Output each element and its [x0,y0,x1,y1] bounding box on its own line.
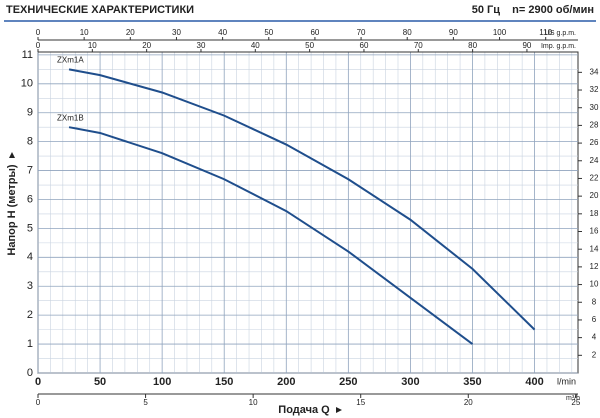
top-axis-tick-label: 10 [88,41,97,50]
y-tick-label: 10 [21,78,33,90]
y2-tick-label: 14 [590,244,599,253]
speed: n= 2900 об/мин [512,4,594,16]
x-label: Подача Q [278,404,330,416]
top-axis-tick-label: 20 [142,41,151,50]
y2-tick-label: 30 [590,103,599,112]
top-axis-tick-label: 70 [357,28,366,37]
x-tick-label: 150 [215,376,233,388]
bottom-axis2-tick-label: 0 [36,398,41,407]
top-axis-tick-label: 40 [218,28,227,37]
y-tick-label: 8 [27,136,33,148]
y2-tick-label: 2 [592,350,597,359]
x-tick-label: 50 [94,376,106,388]
y-tick-label: 9 [27,107,33,119]
y-tick-label: 2 [27,309,33,321]
top-axis-tick-label: 110 [539,28,552,37]
y2-tick-label: 28 [590,121,599,130]
y2-tick-label: 8 [592,297,597,306]
y-label: Напор H (метры) [6,164,18,255]
bottom-axis2-tick-label: 10 [249,398,258,407]
y2-tick-label: 4 [592,333,597,342]
y-tick-label: 3 [27,280,33,292]
top-axis-tick-label: 80 [468,41,477,50]
x-tick-label: 0 [35,376,41,388]
y-tick-label: 5 [27,222,33,234]
y2-tick-label: 12 [590,262,599,271]
x-tick-label: 400 [525,376,543,388]
plot-area [37,51,579,374]
bottom-axis2-tick-label: 15 [356,398,365,407]
top-axis-tick-label: 20 [126,28,135,37]
bottom-axis2-tick-label: 5 [143,398,148,407]
top-axis-tick-label: 10 [80,28,89,37]
top-axis-tick-label: 50 [264,28,273,37]
top-axis-label: US g.p.m. [545,30,576,37]
top-axis-tick-label: 0 [36,41,41,50]
x-tick-label: 200 [277,376,295,388]
top-axis-tick-label: 100 [493,28,507,37]
curve-label: ZXm1B [57,113,84,122]
y2-tick-label: 10 [590,280,599,289]
top-axis-tick-label: 80 [403,28,412,37]
title: ТЕХНИЧЕСКИЕ ХАРАКТЕРИСТИКИ [6,4,194,16]
curve [68,126,474,345]
y2-tick-label: 20 [590,191,599,200]
y2-tick-label: 34 [590,67,599,76]
frequency: 50 Гц [472,4,501,16]
top-axis-tick-label: 30 [197,41,206,50]
top-axis-tick-label: 60 [310,28,319,37]
x-tick-label: 100 [153,376,171,388]
y-tick-label: 0 [27,367,33,379]
y-arrow [9,152,15,158]
top-axis-tick-label: 90 [522,41,531,50]
y2-tick-label: 24 [590,156,599,165]
bottom-axis2-label: m³/h [566,395,580,402]
y2-tick-label: 26 [590,138,599,147]
x-unit: l/min [557,376,576,386]
top-axis-tick-label: 90 [449,28,458,37]
y2-tick-label: 32 [590,85,599,94]
top-axis-tick-label: 30 [172,28,181,37]
y2-tick-label: 22 [590,174,599,183]
x-tick-label: 300 [401,376,419,388]
x-arrow [336,407,342,413]
curve [68,68,536,331]
x-tick-label: 350 [463,376,481,388]
bottom-axis2-tick-label: 25 [571,398,580,407]
y2-tick-label: 16 [590,227,599,236]
y2-tick-label: 18 [590,209,599,218]
top-axis-tick-label: 0 [36,28,41,37]
y-tick-label: 6 [27,193,33,205]
top-axis-tick-label: 40 [251,41,260,50]
bottom-axis2-tick-label: 20 [464,398,473,407]
x-tick-label: 250 [339,376,357,388]
top-axis-label: Imp. g.p.m. [541,43,576,50]
y-tick-label: 7 [27,164,33,176]
y-tick-label: 1 [27,338,33,350]
y-tick-label: 11 [22,49,33,61]
top-axis-tick-label: 70 [414,41,423,50]
y-tick-label: 4 [27,251,33,263]
top-axis-tick-label: 50 [305,41,314,50]
y2-tick-label: 6 [592,315,597,324]
top-axis-tick-label: 60 [360,41,369,50]
curve-label: ZXm1A [57,55,84,64]
